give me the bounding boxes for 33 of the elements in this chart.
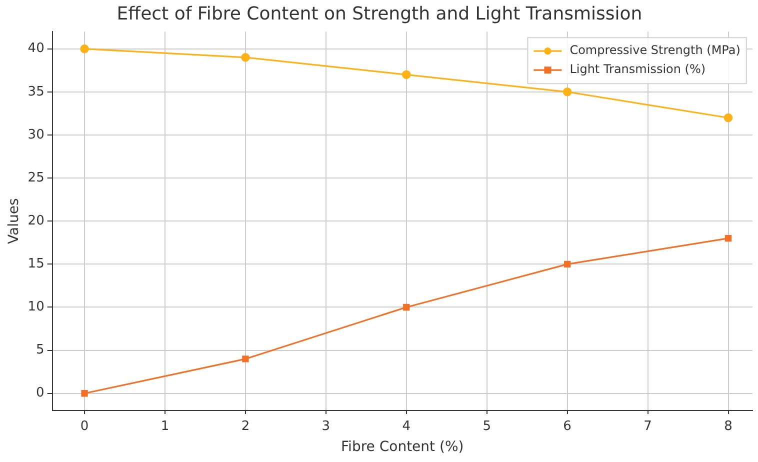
point: [402, 70, 411, 80]
x-tick-label: 0: [80, 418, 89, 434]
point: [724, 113, 733, 122]
x-axis-title: Fibre Content (%): [341, 439, 464, 456]
point: [241, 53, 250, 62]
y-tick-label: 10: [28, 300, 44, 315]
y-tick-label: 20: [28, 213, 44, 228]
point: [81, 390, 88, 397]
x-tick-label: 6: [563, 418, 572, 434]
y-tick-label: 30: [28, 127, 44, 142]
y-tick-label: 25: [28, 170, 44, 186]
y-tick-label: 15: [28, 256, 44, 272]
chart-title: Effect of Fibre Content on Strength and Light Transmission: [116, 3, 642, 24]
point: [403, 304, 410, 311]
x-tick-label: 5: [482, 418, 491, 434]
point: [724, 234, 732, 242]
x-tick-label: 7: [644, 418, 652, 434]
y-tick-label: 0: [36, 386, 44, 401]
x-tick-label: 2: [241, 418, 250, 434]
x-tick-label: 4: [402, 418, 411, 434]
x-tick-label: 1: [160, 418, 170, 434]
y-tick-label: 5: [36, 342, 44, 358]
x-tick-label: 8: [724, 418, 732, 434]
y-tick-label: 35: [28, 84, 44, 100]
legend-label: Light Transmission (%): [570, 62, 706, 76]
y-tick-label: 40: [28, 41, 44, 56]
point: [562, 87, 572, 96]
point: [80, 44, 89, 54]
y-axis-title: Values: [6, 198, 22, 244]
legend-label: Compressive Strength (MPa): [570, 43, 740, 58]
point: [564, 260, 571, 268]
x-tick-label: 3: [322, 418, 330, 434]
point: [242, 356, 249, 362]
